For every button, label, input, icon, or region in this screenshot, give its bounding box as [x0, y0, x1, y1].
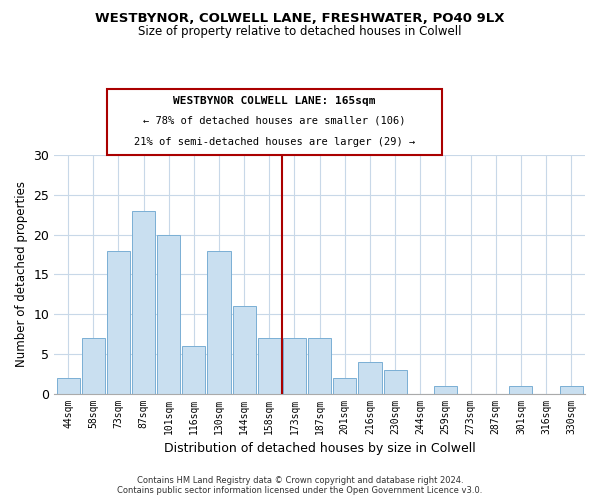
- Bar: [208, 250, 230, 394]
- Y-axis label: Number of detached properties: Number of detached properties: [15, 182, 28, 368]
- Bar: [308, 338, 331, 394]
- Text: Contains HM Land Registry data © Crown copyright and database right 2024.
Contai: Contains HM Land Registry data © Crown c…: [118, 476, 482, 495]
- Bar: [358, 362, 382, 394]
- Bar: [233, 306, 256, 394]
- Bar: [132, 211, 155, 394]
- Bar: [157, 234, 181, 394]
- Bar: [283, 338, 306, 394]
- Bar: [258, 338, 281, 394]
- Bar: [56, 378, 80, 394]
- Bar: [560, 386, 583, 394]
- Bar: [182, 346, 205, 394]
- Bar: [82, 338, 105, 394]
- Text: Size of property relative to detached houses in Colwell: Size of property relative to detached ho…: [138, 25, 462, 38]
- Bar: [509, 386, 532, 394]
- X-axis label: Distribution of detached houses by size in Colwell: Distribution of detached houses by size …: [164, 442, 476, 455]
- Text: WESTBYNOR COLWELL LANE: 165sqm: WESTBYNOR COLWELL LANE: 165sqm: [173, 96, 376, 106]
- Bar: [333, 378, 356, 394]
- Text: ← 78% of detached houses are smaller (106): ← 78% of detached houses are smaller (10…: [143, 116, 406, 126]
- Text: WESTBYNOR, COLWELL LANE, FRESHWATER, PO40 9LX: WESTBYNOR, COLWELL LANE, FRESHWATER, PO4…: [95, 12, 505, 26]
- Bar: [107, 250, 130, 394]
- FancyBboxPatch shape: [107, 88, 442, 156]
- Bar: [383, 370, 407, 394]
- Text: 21% of semi-detached houses are larger (29) →: 21% of semi-detached houses are larger (…: [134, 137, 415, 147]
- Bar: [434, 386, 457, 394]
